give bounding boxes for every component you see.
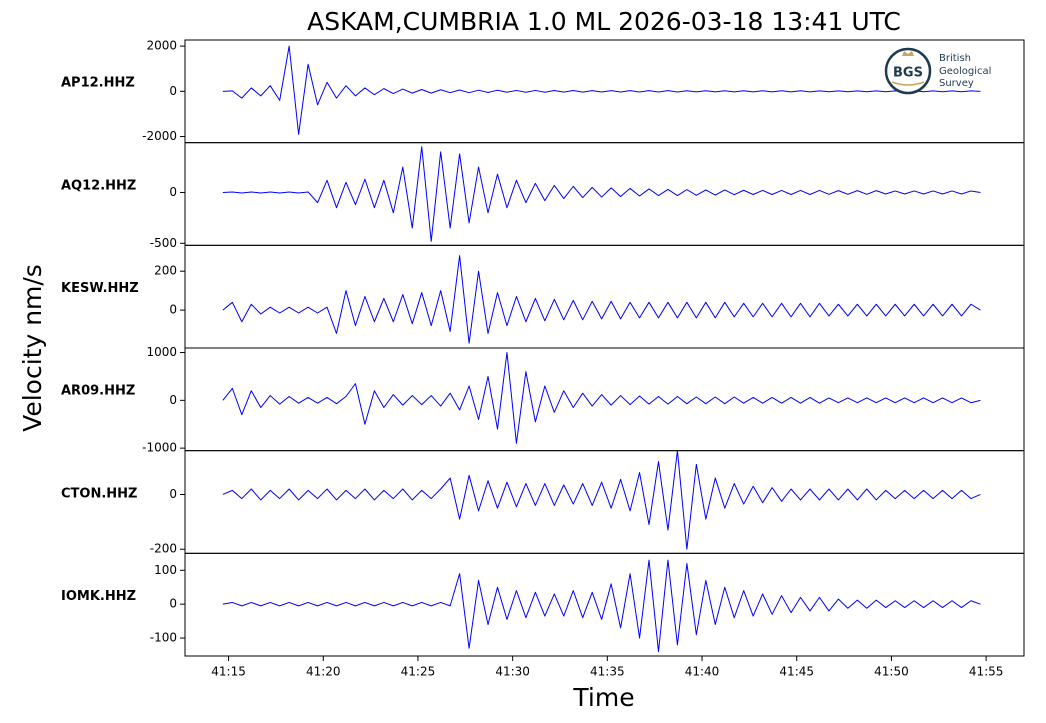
x-axis-label: Time (572, 683, 634, 712)
y-axis-label: Velocity nm/s (18, 264, 47, 432)
station-label: AR09.HHZ (61, 384, 135, 399)
logo: BGS British Geological Survey (884, 47, 991, 95)
logo-abbr: BGS (893, 66, 923, 81)
panel-frame (184, 244, 1025, 349)
logo-swoosh (891, 81, 925, 86)
station-label: AP12.HHZ (61, 76, 135, 91)
y-tick-label: 0 (169, 185, 177, 199)
chart-title: ASKAM,CUMBRIA 1.0 ML 2026-03-18 13:41 UT… (307, 7, 901, 36)
logo-text: Geological (939, 66, 991, 77)
logo-text: British (939, 53, 971, 64)
logo-crown (902, 51, 914, 56)
waveform (222, 352, 981, 444)
waveform (222, 45, 981, 135)
y-tick-label: 0 (169, 84, 177, 98)
x-tick-label: 41:30 (495, 665, 530, 679)
y-tick-label: -1000 (142, 441, 177, 455)
x-tick-label: 41:20 (306, 665, 341, 679)
x-tick-label: 41:40 (685, 665, 720, 679)
y-tick-label: 200 (154, 264, 177, 278)
y-tick-label: 100 (154, 563, 177, 577)
station-label: IOMK.HHZ (61, 589, 136, 604)
waveform (222, 255, 981, 344)
y-tick-label: 0 (169, 393, 177, 407)
y-tick-label: -200 (150, 542, 177, 556)
y-tick-label: -2000 (142, 129, 177, 143)
station-label: KESW.HHZ (61, 281, 139, 296)
x-tick-label: 41:15 (211, 665, 246, 679)
logo-text: Survey (939, 78, 974, 89)
panel-frame (184, 552, 1025, 657)
logo-ring (884, 47, 932, 95)
waveform (222, 559, 981, 653)
station-label: CTON.HHZ (61, 486, 137, 501)
y-tick-label: -500 (150, 236, 177, 250)
waveform (222, 146, 981, 242)
y-tick-label: 0 (169, 303, 177, 317)
y-tick-label: 0 (169, 487, 177, 501)
x-tick-label: 41:50 (874, 665, 909, 679)
y-tick-label: 1000 (146, 345, 177, 359)
x-tick-label: 41:55 (969, 665, 1004, 679)
station-label: AQ12.HHZ (61, 178, 136, 193)
y-tick-label: 0 (169, 597, 177, 611)
waveform (222, 450, 981, 550)
y-tick-label: -100 (150, 631, 177, 645)
x-tick-label: 41:35 (590, 665, 625, 679)
x-tick-label: 41:25 (401, 665, 436, 679)
panel-frame (184, 450, 1025, 554)
y-tick-label: 2000 (146, 39, 177, 53)
x-tick-label: 41:45 (779, 665, 814, 679)
